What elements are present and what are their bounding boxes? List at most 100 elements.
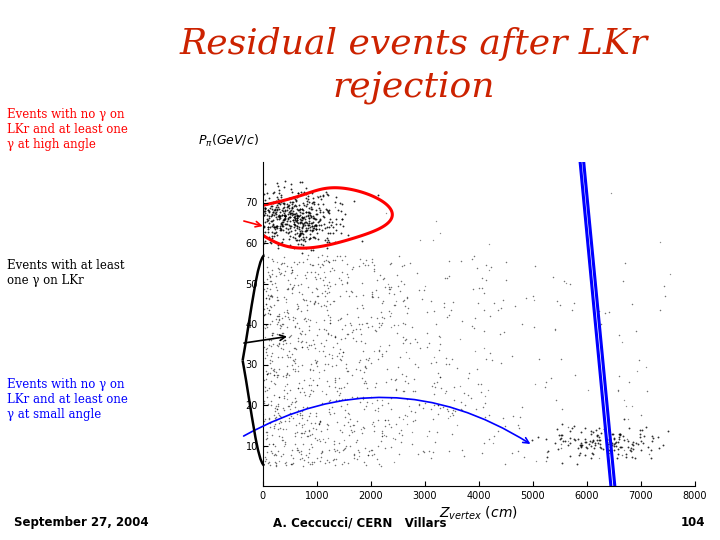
Point bbox=[269, 367, 280, 375]
Point bbox=[409, 386, 420, 395]
Point bbox=[279, 212, 291, 221]
Point bbox=[279, 211, 290, 219]
Point bbox=[377, 429, 388, 437]
Point bbox=[304, 409, 315, 417]
Point bbox=[275, 218, 287, 227]
Point bbox=[341, 260, 353, 269]
Point bbox=[319, 459, 330, 468]
Point bbox=[404, 259, 415, 268]
Point bbox=[580, 437, 592, 446]
Point bbox=[273, 213, 284, 221]
Point bbox=[617, 432, 629, 441]
Point bbox=[618, 414, 630, 423]
Point bbox=[571, 460, 582, 469]
Point bbox=[292, 260, 303, 268]
Point bbox=[355, 425, 366, 434]
Point bbox=[287, 453, 299, 462]
Point bbox=[357, 347, 369, 355]
Point bbox=[618, 435, 629, 444]
Point bbox=[261, 300, 272, 308]
Point bbox=[325, 215, 336, 224]
Point bbox=[305, 419, 316, 428]
Point bbox=[282, 285, 294, 293]
Point bbox=[470, 405, 482, 414]
Point bbox=[585, 430, 597, 438]
Point bbox=[335, 314, 346, 323]
Point bbox=[285, 227, 297, 235]
Point bbox=[296, 423, 307, 431]
Point bbox=[287, 210, 299, 218]
Point bbox=[444, 310, 455, 319]
Point bbox=[259, 353, 271, 362]
Point bbox=[530, 380, 541, 388]
Point bbox=[500, 258, 512, 266]
Point bbox=[268, 198, 279, 207]
Point bbox=[280, 294, 292, 303]
Point bbox=[335, 220, 346, 228]
Point bbox=[312, 330, 323, 339]
Point bbox=[274, 424, 286, 433]
Point bbox=[278, 200, 289, 208]
Point bbox=[269, 206, 280, 214]
Point bbox=[314, 207, 325, 216]
Point bbox=[297, 453, 308, 462]
Point bbox=[345, 287, 356, 296]
Point bbox=[261, 361, 273, 369]
Point bbox=[319, 325, 330, 334]
Point bbox=[258, 397, 270, 406]
Point bbox=[343, 292, 354, 300]
Point bbox=[287, 313, 298, 322]
Point bbox=[297, 236, 309, 245]
Point bbox=[383, 288, 395, 297]
Point bbox=[376, 401, 387, 409]
Point bbox=[273, 186, 284, 194]
Point bbox=[346, 321, 357, 329]
Point bbox=[258, 238, 270, 247]
Point bbox=[375, 321, 387, 329]
Point bbox=[431, 377, 442, 386]
Point bbox=[307, 424, 319, 433]
Point bbox=[323, 311, 334, 320]
Point bbox=[320, 188, 331, 197]
Point bbox=[614, 443, 626, 452]
Point bbox=[292, 336, 304, 345]
Point bbox=[356, 330, 367, 339]
Point bbox=[388, 300, 400, 309]
Point bbox=[312, 210, 323, 218]
Point bbox=[443, 256, 454, 265]
Point bbox=[266, 292, 278, 301]
Point bbox=[301, 342, 312, 351]
Point bbox=[305, 341, 317, 349]
Point bbox=[287, 460, 298, 468]
Point bbox=[266, 205, 278, 214]
Point bbox=[311, 357, 323, 366]
Point bbox=[317, 347, 328, 355]
Point bbox=[333, 274, 345, 282]
Point bbox=[328, 440, 339, 449]
Point bbox=[390, 297, 402, 306]
Point bbox=[554, 431, 565, 440]
Point bbox=[271, 222, 283, 231]
Point bbox=[282, 362, 293, 370]
Point bbox=[402, 378, 413, 387]
Point bbox=[274, 212, 285, 220]
Point bbox=[287, 349, 298, 358]
Point bbox=[289, 364, 300, 373]
Point bbox=[334, 389, 346, 397]
Point bbox=[257, 208, 269, 217]
Point bbox=[315, 339, 327, 347]
Point bbox=[472, 299, 484, 307]
Point bbox=[283, 227, 294, 236]
Point bbox=[287, 266, 298, 274]
Point bbox=[385, 283, 397, 292]
Point bbox=[297, 222, 309, 231]
Point bbox=[298, 388, 310, 396]
Point bbox=[265, 352, 276, 360]
Point bbox=[258, 210, 270, 219]
Point bbox=[318, 267, 330, 276]
Point bbox=[341, 367, 353, 375]
Point bbox=[282, 369, 293, 378]
Point bbox=[295, 307, 307, 316]
Point bbox=[312, 292, 323, 300]
Point bbox=[308, 214, 320, 222]
